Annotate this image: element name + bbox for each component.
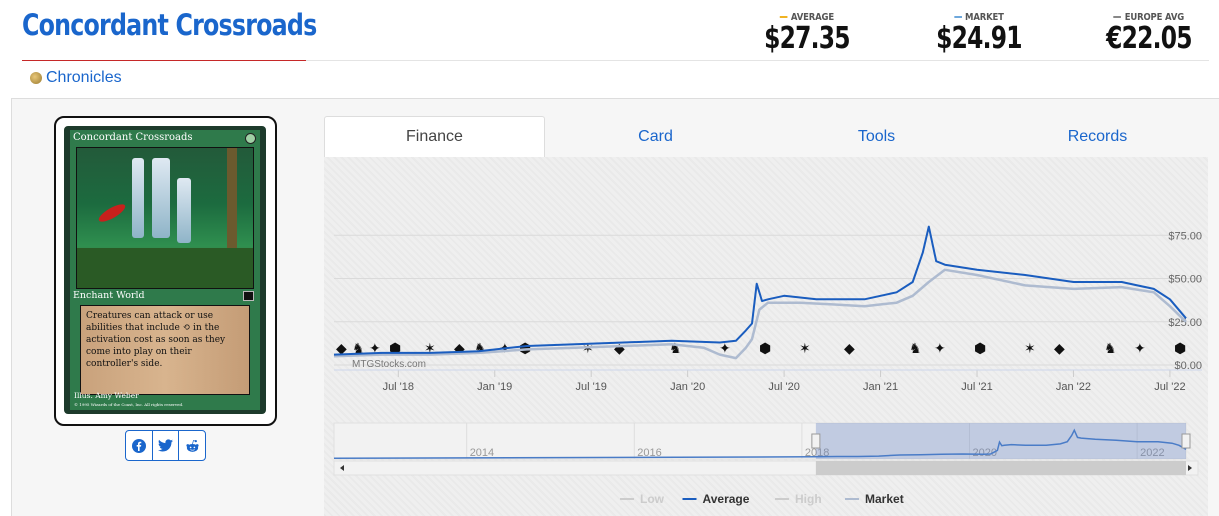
price-average: AVERAGE $27.35 <box>752 12 862 56</box>
page-title: Concordant Crossroads <box>22 8 317 42</box>
x-tick-label: Jul '19 <box>575 381 606 393</box>
facebook-icon <box>131 438 146 453</box>
twitter-icon <box>158 439 173 452</box>
legend-item-high[interactable]: High <box>795 492 822 506</box>
x-tick-label: Jan '21 <box>863 381 898 393</box>
legend-item-low[interactable]: Low <box>640 492 665 506</box>
market-dash-icon <box>953 16 962 18</box>
tab-records[interactable]: Records <box>1067 127 1128 145</box>
price-europe: EUROPE AVG €22.05 <box>1094 12 1204 56</box>
set-release-icon: ⬢ <box>974 341 986 357</box>
card-artwork <box>76 147 254 289</box>
y-tick-label: $25.00 <box>1168 317 1202 329</box>
price-chart-svg[interactable]: $0.00$25.00$50.00$75.00◆ ♞ ✦ ⬢ ✶ ◆ ♞ ✦ ⬢ ✶ ◆ ♞ ✦ ⬢ ✶ ◆ ♞… <box>324 157 1208 516</box>
header-divider <box>306 60 1209 61</box>
navigator-tick-label: 2020 <box>973 447 997 459</box>
set-release-icon: ♞ <box>909 341 922 357</box>
card-image-type: Enchant World <box>73 290 145 301</box>
set-release-icon: ✦ <box>934 341 946 357</box>
navigator-tick-label: 2016 <box>637 447 661 459</box>
set-release-icon: ◆ <box>614 341 625 357</box>
tab-tools[interactable]: Tools <box>857 127 896 145</box>
scroll-right-arrow-icon[interactable] <box>1188 465 1192 471</box>
price-market-label: MARKET <box>965 12 1004 23</box>
x-tick-label: Jul '22 <box>1154 381 1185 393</box>
series-line-average[interactable] <box>333 225 1187 356</box>
card-image-copyright: © 1995 Wizards of the Coast, Inc. All ri… <box>74 402 184 407</box>
navigator-handle-left[interactable] <box>811 433 821 449</box>
set-link[interactable]: Chronicles <box>30 69 122 87</box>
price-market: MARKET $24.91 <box>924 12 1034 56</box>
chart-watermark: MTGStocks.com <box>352 359 426 370</box>
x-tick-label: Jan '22 <box>1056 381 1091 393</box>
card-image-rules: Creatures can attack or use abilities th… <box>80 305 250 395</box>
share-facebook-button[interactable] <box>126 431 153 460</box>
price-europe-label: EUROPE AVG <box>1124 12 1185 23</box>
card-image-name: Concordant Crossroads <box>73 132 193 143</box>
card-image[interactable]: Concordant Crossroads Enchant World Crea… <box>64 126 266 414</box>
price-chart[interactable]: $0.00 $25.00 $50.00 $75.00 ◆ ♞ ✦ ⬢ ✶ ◆ ♞ ✦ ⬢ ✶ ◆ ♞ ✦ ⬢ ✶ ◆ ♞… <box>324 157 1208 516</box>
share-buttons <box>125 430 206 461</box>
reddit-icon <box>186 439 199 452</box>
price-average-value: $27.35 <box>764 21 850 56</box>
average-dash-icon <box>779 16 788 18</box>
chronicles-set-icon <box>243 291 254 301</box>
share-reddit-button[interactable] <box>179 431 205 460</box>
legend-item-market[interactable]: Market <box>865 492 904 506</box>
title-underline <box>22 60 306 61</box>
price-market-value: $24.91 <box>936 21 1022 56</box>
card-image-illustrator: Illus. Amy Weber <box>74 391 139 400</box>
europe-dash-icon <box>1113 16 1122 18</box>
green-mana-icon <box>245 133 256 144</box>
set-release-icon: ✶ <box>582 341 594 357</box>
set-symbol-icon <box>30 72 42 84</box>
set-release-icon: ⬢ <box>759 341 771 357</box>
navigator-background <box>333 422 1187 460</box>
navigator-tick-label: 2014 <box>470 447 494 459</box>
share-twitter-button[interactable] <box>153 431 180 460</box>
navigator-series-line <box>333 428 1187 460</box>
navigator-tick-label: 2022 <box>1140 447 1164 459</box>
scroll-left-arrow-icon[interactable] <box>340 465 344 471</box>
tab-finance[interactable]: Finance <box>324 116 545 157</box>
set-release-icon: ✶ <box>424 341 436 357</box>
set-release-icon: ✦ <box>719 341 731 357</box>
navigator-handle-right[interactable] <box>1181 433 1191 449</box>
x-tick-label: Jul '20 <box>768 381 799 393</box>
price-average-label: AVERAGE <box>790 12 834 23</box>
set-release-icon: ◆ <box>454 341 465 357</box>
set-release-icon: ♞ <box>1104 341 1117 357</box>
set-release-icon: ◆ <box>844 341 855 357</box>
tab-bar: Finance Card Tools Records <box>324 116 1208 157</box>
legend-item-average[interactable]: Average <box>703 492 750 506</box>
x-tick-label: Jan '19 <box>477 381 512 393</box>
y-tick-label: $75.00 <box>1168 230 1202 242</box>
x-tick-label: Jul '18 <box>383 381 414 393</box>
set-name[interactable]: Chronicles <box>46 69 122 86</box>
tab-card[interactable]: Card <box>638 127 673 145</box>
set-release-icon: ✶ <box>799 341 811 357</box>
price-europe-value: €22.05 <box>1106 21 1192 56</box>
set-release-icon: ✦ <box>1134 341 1146 357</box>
y-tick-label: $0.00 <box>1174 360 1202 372</box>
set-release-icon: ✶ <box>1024 341 1036 357</box>
series-line-market[interactable] <box>333 268 1187 360</box>
set-release-icon: ◆ <box>1054 341 1065 357</box>
x-tick-label: Jul '21 <box>961 381 992 393</box>
y-tick-label: $50.00 <box>1168 274 1202 286</box>
x-tick-label: Jan '20 <box>670 381 705 393</box>
set-release-icon: ⬢ <box>1174 341 1186 357</box>
navigator-scrollbar-thumb[interactable] <box>815 461 1186 475</box>
set-release-icon: ◆ <box>336 341 347 357</box>
set-release-icon: ♞ <box>474 341 487 357</box>
